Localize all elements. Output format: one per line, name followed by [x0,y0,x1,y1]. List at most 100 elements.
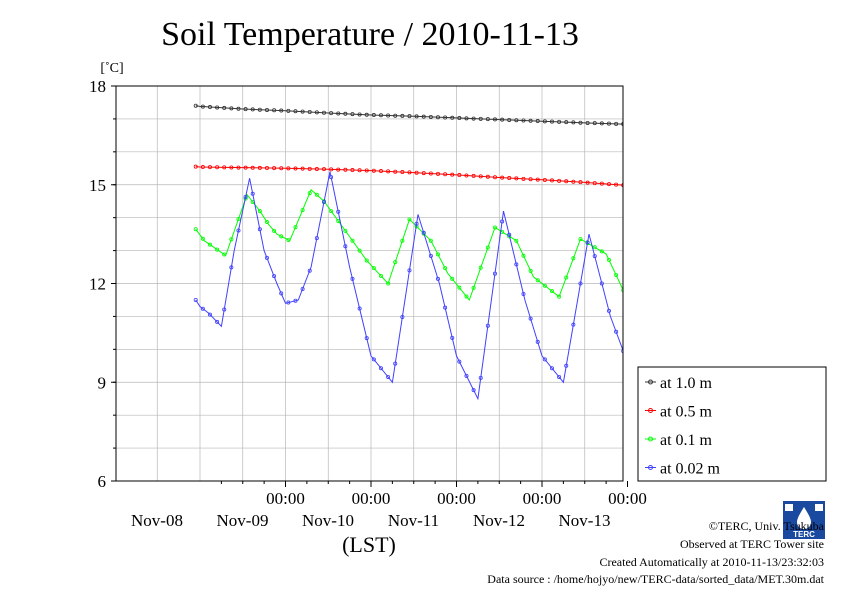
series-point [621,183,623,188]
series-point [686,244,689,247]
series-point [350,112,355,117]
series-point [549,366,554,371]
legend-label: at 0.02 m [660,461,721,478]
series-point [243,194,248,199]
series-point [471,116,476,121]
x-day-label: Nov-13 [559,511,611,530]
series-point [350,168,355,173]
series-point [193,164,198,169]
series-point [443,266,448,271]
series-point [378,113,383,118]
series-point [693,188,696,191]
series-point [693,125,696,128]
series-point [592,254,597,259]
series-0 [193,103,696,128]
x-tick-time-label: 00:00 [266,489,305,508]
series-point [400,314,405,319]
x-axis: 00:00 00:00 00:00 00:00 00:00 Nov-08 Nov-09 Nov… [131,481,647,530]
series-line [195,188,623,302]
series-point [193,297,198,302]
series-point [700,248,703,251]
series-point [264,220,269,225]
series-point [321,167,326,172]
series-point [407,268,412,273]
series-point [428,114,433,119]
series-point [222,105,227,110]
series-point [279,108,284,113]
x-tick-time-label: 00:00 [352,489,391,508]
series-point [707,251,710,254]
series-point [207,165,212,170]
series-point [371,113,376,118]
series-point [386,169,391,174]
series-point [643,185,646,188]
series-point [250,165,255,170]
series-point [621,288,623,293]
series-point [614,329,619,334]
series-point [542,177,547,182]
series-point [250,191,255,196]
series-point [257,107,262,112]
series-point [279,291,284,296]
series-point [492,271,497,276]
series-point [350,238,355,243]
series-point [521,118,526,123]
series-point [336,209,341,214]
series-point [378,273,383,278]
series-point [272,166,277,171]
series-point [557,119,562,124]
series-point [599,181,604,186]
series-point [549,178,554,183]
x-tick-time-label: 00:00 [523,489,562,508]
series-point [614,121,619,126]
series-point [535,278,540,283]
series-point [386,374,391,379]
series-point [264,166,269,171]
series-point [329,175,334,180]
series-point [215,319,220,324]
series-point [343,111,348,116]
series-point [700,282,703,285]
series-point [657,310,660,313]
series-point [393,169,398,174]
series-point [457,359,462,364]
series-point [542,357,547,362]
series-point [707,298,710,301]
series-point [307,109,312,114]
series-point [378,366,383,371]
series-point [672,238,675,241]
series-point [686,125,689,128]
x-day-label: Nov-11 [388,511,439,530]
series-point [707,189,710,192]
credit-data-source: Data source : /home/hojyo/new/TERC-data/… [487,572,824,586]
y-tick-label: 18 [89,77,106,96]
series-point [650,185,653,188]
series-point [336,111,341,116]
legend-swatch-marker [648,408,653,413]
series-2 [193,188,710,302]
y-tick-label: 6 [98,472,107,491]
x-tick-time-label: 00:00 [437,489,476,508]
legend-label: at 0.1 m [660,432,713,449]
series-point [478,375,483,380]
series-point [371,266,376,271]
series-point [222,307,227,312]
series-point [293,166,298,171]
series-point [606,308,611,313]
series-point [343,167,348,172]
series-point [229,237,234,242]
series-point [636,297,639,300]
series-point [272,108,277,113]
series-point [578,180,583,185]
series-point [571,179,576,184]
series-point [414,221,419,226]
series-point [343,228,348,233]
series-point [407,170,412,175]
series-point [464,294,469,299]
series-point [393,361,398,366]
series-point [457,116,462,121]
series-point [400,170,405,175]
series-point [314,167,319,172]
series-point [300,286,305,291]
series-point [272,274,277,279]
